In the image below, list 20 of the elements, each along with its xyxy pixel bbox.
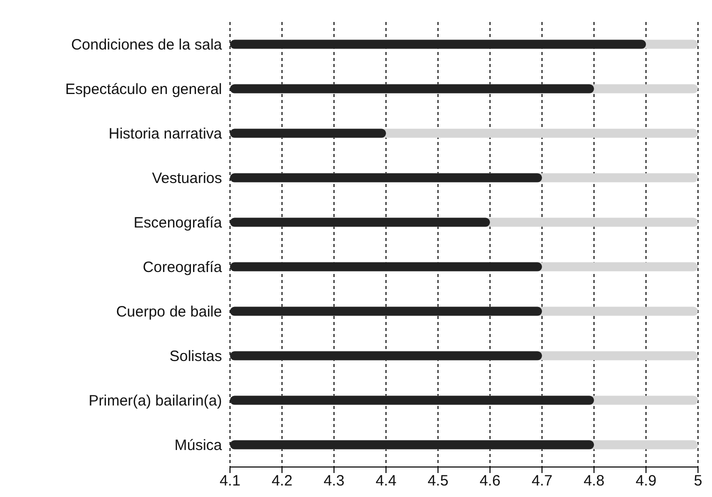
x-tick-label: 4.5 <box>428 472 448 490</box>
x-tick-label: 5 <box>694 472 702 490</box>
x-tick-label: 4.8 <box>584 472 604 490</box>
y-tick-label: Escenografía <box>134 214 223 232</box>
y-tick-label: Vestuarios <box>152 170 222 188</box>
x-tick-label: 4.9 <box>636 472 656 490</box>
x-tick-label: 4.1 <box>220 472 240 490</box>
y-tick-label: Solistas <box>169 348 222 366</box>
y-tick-label: Espectáculo en general <box>65 81 222 98</box>
y-tick-label: Cuerpo de baile <box>116 304 222 321</box>
x-tick-label: 4.7 <box>532 472 552 490</box>
x-tick-label: 4.2 <box>272 472 292 490</box>
y-tick-label: Coreografía <box>142 259 223 276</box>
y-tick-label: Condiciones de la sala <box>71 36 223 54</box>
y-tick-label: Música <box>174 437 223 454</box>
y-tick-label: Primer(a) bailarin(a) <box>88 392 222 410</box>
y-tick-label: Historia narrativa <box>108 126 223 143</box>
x-tick-label: 4.3 <box>324 472 344 490</box>
x-tick-label: 4.6 <box>480 472 500 490</box>
x-tick-label: 4.4 <box>376 472 396 490</box>
